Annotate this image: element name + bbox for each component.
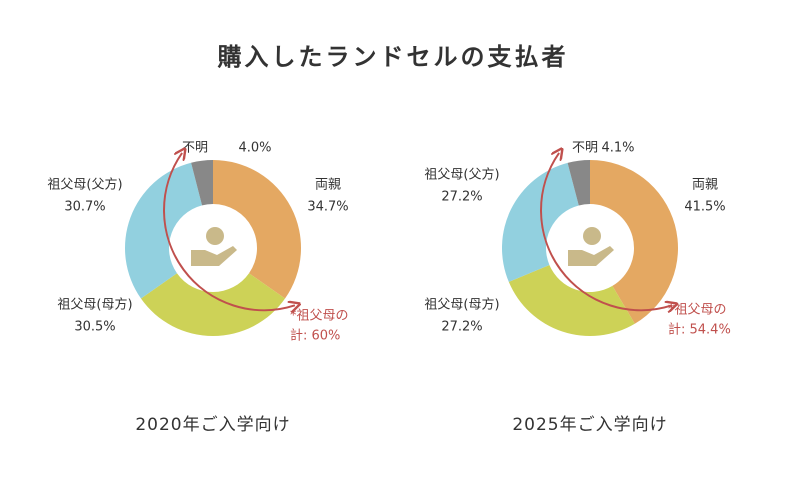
icon-coin <box>583 227 601 245</box>
value-label: 4.1% <box>601 141 634 156</box>
value-label: 34.7% <box>307 200 348 215</box>
value-label: 27.2% <box>441 320 482 335</box>
pie-slice <box>213 160 301 299</box>
chart-subtitle: 2025年ご入学向け <box>512 415 667 435</box>
chart-subtitle: 2020年ご入学向け <box>135 415 290 435</box>
annotation: 計: 60% <box>290 328 340 344</box>
category-label: 不明 <box>182 141 208 156</box>
annotation: *祖父母の <box>668 303 727 318</box>
category-label: 祖父母(父方) <box>47 177 122 193</box>
value-label: 4.0% <box>238 141 271 156</box>
icon-hand <box>568 246 614 266</box>
grandparents-arc <box>163 153 295 310</box>
category-label: 不明 <box>572 141 598 156</box>
annotation: *祖父母の <box>290 309 349 324</box>
category-label: 祖父母(父方) <box>424 167 499 183</box>
value-label: 30.7% <box>64 200 105 215</box>
icon-coin <box>206 227 224 245</box>
value-label: 27.2% <box>441 190 482 205</box>
category-label: 両親 <box>692 178 718 193</box>
value-label: 30.5% <box>74 320 115 335</box>
pie-slice <box>508 264 635 337</box>
pie-slice <box>502 162 579 282</box>
category-label: 祖父母(母方) <box>57 297 132 313</box>
category-label: 両親 <box>315 178 341 193</box>
value-label: 41.5% <box>684 200 725 215</box>
grandparents-arc <box>540 153 672 310</box>
page-title: 購入したランドセルの支払者 <box>218 43 569 71</box>
annotation: 計: 54.4% <box>668 322 731 338</box>
icon-hand <box>191 246 237 266</box>
category-label: 祖父母(母方) <box>424 297 499 313</box>
